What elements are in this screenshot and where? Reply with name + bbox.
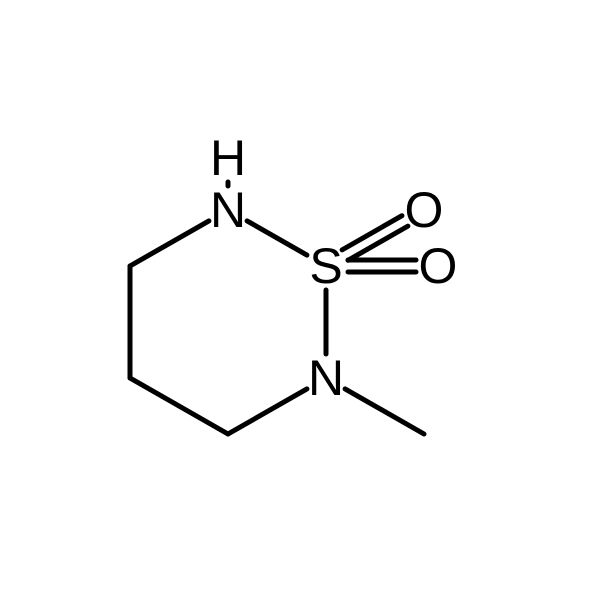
atom-label: O [419,238,458,294]
bond-line [130,221,209,266]
molecule-diagram: NHSOON [0,0,600,600]
bond-line [228,389,307,434]
atom-label: H [210,130,246,186]
atom-label: O [405,182,444,238]
bond-line [345,389,424,434]
atom-label: N [308,350,344,406]
bond-line [130,378,228,434]
bond-line [247,221,307,255]
atom-label: S [309,238,342,294]
atom-label: N [210,182,246,238]
